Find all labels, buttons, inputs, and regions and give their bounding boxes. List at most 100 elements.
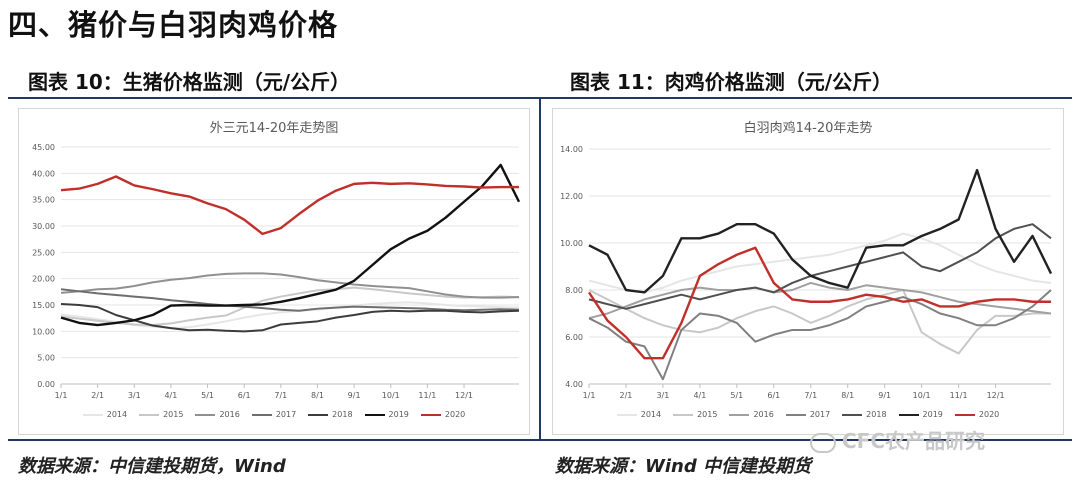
chicken-chart-plot: 4.00 6.00 8.00 10.00 12.00 14.00 1/1 2/1 3/1 4/1 5…: [560, 145, 1053, 400]
legend-item-2014: 2014: [616, 410, 662, 419]
legend-item-2017: 2017: [251, 410, 297, 419]
page-title: 四、猪价与白羽肉鸡价格: [8, 8, 339, 42]
legend-swatch: [308, 413, 329, 416]
legend-item-2020: 2020: [954, 410, 1000, 419]
y-tick-label: 10.00: [560, 239, 583, 248]
x-tick-label: 12/1: [987, 391, 1005, 400]
y-tick-label: 6.00: [565, 333, 583, 342]
legend-item-2020: 2020: [420, 410, 466, 419]
x-tick-label: 11/1: [950, 391, 968, 400]
y-tick-label: 14.00: [560, 145, 583, 154]
series-line-2020: [587, 246, 1051, 360]
y-tick-label: 30.00: [32, 222, 55, 231]
x-tick-label: 4/1: [693, 391, 706, 400]
source-note-left: 数据来源：中信建投期货，Wind: [18, 456, 286, 477]
legend-swatch: [251, 413, 272, 416]
legend-item-2019: 2019: [898, 410, 943, 419]
chicken-chart-legend: 2014 2015 2016 2017 2018 2019 2020: [553, 410, 1063, 419]
x-tick-label: 8/1: [311, 391, 324, 400]
legend-swatch: [420, 413, 441, 416]
legend-item-2016: 2016: [195, 410, 240, 419]
pig-chart-legend: 2014 2015 2016 2017 2018 2019 2020: [19, 410, 529, 419]
x-tick-label: 6/1: [238, 391, 251, 400]
pig-chart-plot: 0.00 5.00 10.00 15.00 20.00 25.00 30.00 35.00 40…: [32, 143, 521, 400]
x-tick-label: 6/1: [767, 391, 780, 400]
legend-label: 2018: [866, 410, 887, 419]
y-tick-label: 35.00: [32, 196, 55, 205]
watermark-text: CFC农产品研究: [842, 429, 986, 453]
x-tick-label: 10/1: [913, 391, 931, 400]
pig-price-chart: 外三元14-20年走势图 0.00 5.00 10.00 15.00 20.00 25.0…: [18, 108, 530, 435]
legend-swatch: [729, 413, 750, 416]
chicken-price-chart: 白羽肉鸡14-20年走势 4.00 6.00 8.00 10.00 12.00 14.00…: [552, 108, 1064, 435]
x-tick-label: 7/1: [274, 391, 287, 400]
series-line-2014: [588, 232, 1052, 294]
series-line-2017: [588, 289, 1052, 381]
wechat-icon: [810, 432, 836, 453]
y-tick-label: 15.00: [32, 301, 55, 310]
x-tick-label: 7/1: [804, 391, 817, 400]
legend-swatch: [139, 413, 160, 416]
legend-swatch: [785, 413, 806, 416]
legend-label: 2017: [275, 410, 297, 419]
legend-swatch: [82, 413, 103, 416]
x-tick-label: 8/1: [841, 391, 854, 400]
legend-swatch: [842, 413, 863, 416]
y-tick-label: 10.00: [32, 327, 55, 336]
legend-swatch: [364, 413, 385, 416]
x-tick-label: 9/1: [348, 391, 361, 400]
legend-label: 2016: [219, 410, 240, 419]
legend-label: 2014: [640, 410, 662, 419]
legend-label: 2018: [332, 410, 353, 419]
x-tick-label: 4/1: [164, 391, 177, 400]
legend-item-2015: 2015: [673, 410, 717, 419]
series-line-2015: [588, 289, 1051, 355]
legend-item-2018: 2018: [842, 410, 887, 419]
legend-item-2015: 2015: [139, 410, 183, 419]
legend-label: 2019: [388, 410, 409, 419]
legend-item-2018: 2018: [308, 410, 353, 419]
top-rule: [8, 97, 1072, 99]
y-tick-label: 8.00: [565, 286, 583, 295]
y-tick-label: 0.00: [37, 380, 55, 389]
legend-swatch: [898, 413, 919, 416]
y-tick-label: 40.00: [32, 169, 55, 178]
x-tick-label: 2/1: [620, 391, 633, 400]
y-tick-label: 5.00: [37, 354, 55, 363]
legend-item-2019: 2019: [364, 410, 409, 419]
series-line-2020: [60, 175, 519, 236]
legend-label: 2020: [444, 410, 466, 419]
series-line-2017: [60, 288, 520, 312]
x-tick-label: 11/1: [418, 391, 436, 400]
legend-label: 2017: [809, 410, 831, 419]
y-tick-label: 20.00: [32, 275, 55, 284]
legend-item-2014: 2014: [82, 410, 128, 419]
x-tick-label: 1/1: [583, 391, 596, 400]
y-tick-label: 4.00: [565, 380, 583, 389]
x-tick-label: 12/1: [455, 391, 473, 400]
x-tick-label: 5/1: [730, 391, 743, 400]
series-line-2018: [60, 302, 520, 333]
x-tick-label: 2/1: [91, 391, 104, 400]
series-line-2019: [60, 163, 521, 327]
series-line-2015: [60, 286, 520, 327]
legend-label: 2014: [106, 410, 128, 419]
legend-swatch: [673, 413, 694, 416]
legend-swatch: [195, 413, 216, 416]
figure-11-title: 图表 11：肉鸡价格监测（元/公斤）: [570, 70, 893, 94]
y-tick-label: 12.00: [560, 192, 583, 201]
legend-label: 2020: [978, 410, 1000, 419]
series-line-2019: [588, 168, 1053, 294]
source-note-right: 数据来源：Wind 中信建投期货: [555, 456, 811, 477]
figure-10-title: 图表 10：生猪价格监测（元/公斤）: [28, 70, 351, 94]
center-divider: [539, 99, 541, 439]
legend-item-2016: 2016: [729, 410, 774, 419]
y-tick-label: 25.00: [32, 248, 55, 257]
series-line-2018: [588, 223, 1052, 310]
legend-label: 2015: [697, 410, 718, 419]
chicken-chart-title: 白羽肉鸡14-20年走势: [743, 121, 873, 136]
legend-label: 2019: [922, 410, 943, 419]
x-tick-label: 3/1: [128, 391, 141, 400]
y-tick-label: 45.00: [32, 143, 55, 152]
legend-label: 2015: [163, 410, 184, 419]
